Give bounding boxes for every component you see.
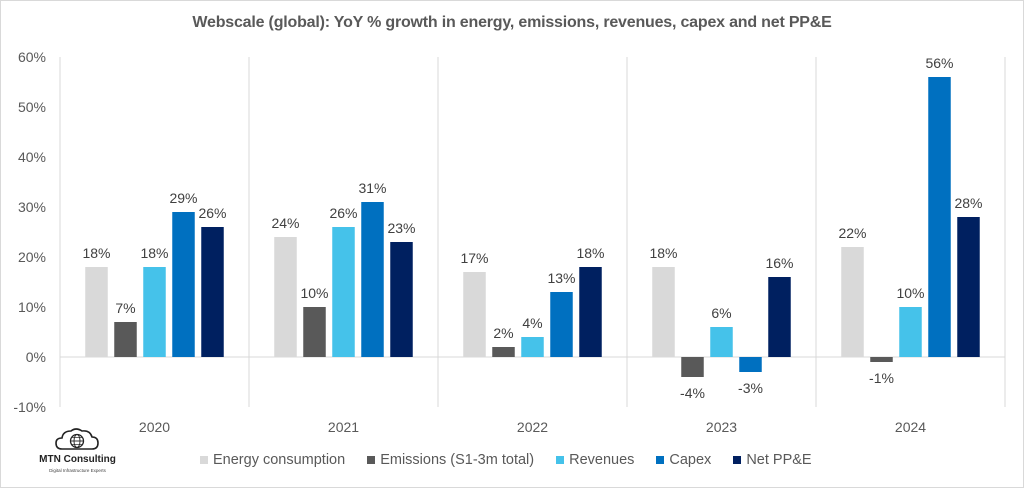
bar-capex-2022 — [550, 292, 573, 357]
logo-name: MTN Consulting — [39, 454, 116, 465]
legend-swatch — [656, 456, 665, 464]
legend-swatch — [200, 456, 208, 464]
bar-energy-consumption-2024 — [841, 247, 864, 357]
bar-energy-consumption-2022 — [463, 272, 486, 357]
legend-item: Capex — [656, 452, 711, 468]
data-label: 4% — [522, 315, 542, 331]
y-tick-label: 10% — [18, 299, 46, 315]
bar-net-pp-e-2024 — [957, 217, 980, 357]
data-label: 29% — [169, 190, 197, 206]
category-separators — [59, 57, 1006, 407]
bar-revenues-2021 — [332, 227, 355, 357]
legend-label: Emissions (S1-3m total) — [380, 452, 535, 468]
bar-energy-consumption-2021 — [274, 237, 297, 357]
y-tick-label: -10% — [13, 399, 46, 415]
y-tick-label: 30% — [18, 199, 46, 215]
bar-revenues-2023 — [710, 327, 733, 357]
data-label: 18% — [649, 245, 677, 261]
data-label: 56% — [925, 55, 953, 71]
bar-energy-consumption-2020 — [85, 267, 108, 357]
bar-revenues-2020 — [143, 267, 166, 357]
bar-emissions-s1-3m-total-2022 — [492, 347, 515, 357]
chart-title: Webscale (global): YoY % growth in energ… — [192, 14, 832, 31]
legend-label: Net PP&E — [746, 452, 812, 468]
x-category-label: 2020 — [139, 419, 170, 435]
legend-label: Energy consumption — [213, 452, 346, 468]
bar-energy-consumption-2023 — [652, 267, 675, 357]
data-label: 10% — [896, 285, 924, 301]
bar-revenues-2024 — [899, 307, 922, 357]
legend: Energy consumption Emissions (S1-3m total… — [200, 452, 812, 468]
data-label: 13% — [547, 270, 575, 286]
legend-swatch — [556, 456, 565, 464]
bar-capex-2021 — [361, 202, 384, 357]
data-label: 24% — [271, 215, 299, 231]
x-axis-categories: 2020 2021 2022 2023 2024 — [139, 419, 926, 435]
data-label: 17% — [460, 250, 488, 266]
bar-emissions-s1-3m-total-2020 — [114, 322, 137, 357]
x-category-label: 2021 — [328, 419, 359, 435]
bar-emissions-s1-3m-total-2021 — [303, 307, 326, 357]
data-label: 31% — [358, 180, 386, 196]
data-label: 18% — [140, 245, 168, 261]
bar-net-pp-e-2021 — [390, 242, 413, 357]
data-label: 18% — [82, 245, 110, 261]
x-category-label: 2023 — [706, 419, 737, 435]
legend-swatch — [367, 456, 376, 464]
y-tick-label: 40% — [18, 149, 46, 165]
data-label: -1% — [869, 370, 894, 386]
bar-emissions-s1-3m-total-2024 — [870, 357, 893, 362]
data-label: -3% — [738, 380, 763, 396]
data-label: 23% — [387, 220, 415, 236]
bars — [85, 77, 980, 377]
data-label: 2% — [493, 325, 513, 341]
logo-tagline: Digital Infrastructure Experts — [49, 468, 106, 473]
data-label: 26% — [329, 205, 357, 221]
bar-capex-2020 — [172, 212, 195, 357]
data-label: 18% — [576, 245, 604, 261]
bar-emissions-s1-3m-total-2023 — [681, 357, 704, 377]
x-category-label: 2022 — [517, 419, 548, 435]
data-label: 26% — [198, 205, 226, 221]
legend-item: Emissions (S1-3m total) — [367, 452, 534, 468]
legend-item: Revenues — [556, 452, 634, 468]
bar-capex-2023 — [739, 357, 762, 372]
mtn-logo: MTN Consulting Digital Infrastructure Ex… — [30, 425, 125, 480]
data-label: 7% — [115, 300, 135, 316]
data-label: 22% — [838, 225, 866, 241]
legend-label: Capex — [669, 452, 712, 468]
legend-swatch — [733, 456, 742, 464]
bar-net-pp-e-2022 — [579, 267, 602, 357]
y-tick-label: 50% — [18, 99, 46, 115]
bar-net-pp-e-2020 — [201, 227, 224, 357]
legend-label: Revenues — [569, 452, 635, 468]
data-label: 16% — [765, 255, 793, 271]
legend-item: Net PP&E — [733, 452, 812, 468]
cloud-globe-icon — [55, 428, 99, 450]
data-label: 28% — [954, 195, 982, 211]
data-label: -4% — [680, 385, 705, 401]
y-tick-label: 60% — [18, 49, 46, 65]
data-label: 6% — [711, 305, 731, 321]
y-tick-label: 0% — [26, 349, 46, 365]
x-category-label: 2024 — [895, 419, 926, 435]
legend-item: Energy consumption — [200, 452, 345, 468]
bar-revenues-2022 — [521, 337, 544, 357]
y-axis: -10% 0% 10% 20% 30% 40% 50% 60% — [13, 49, 46, 415]
data-labels: 18%7%18%29%26%24%10%26%31%23%17%2%4%13%1… — [82, 55, 982, 401]
bar-net-pp-e-2023 — [768, 277, 791, 357]
bar-capex-2024 — [928, 77, 951, 357]
y-tick-label: 20% — [18, 249, 46, 265]
data-label: 10% — [300, 285, 328, 301]
